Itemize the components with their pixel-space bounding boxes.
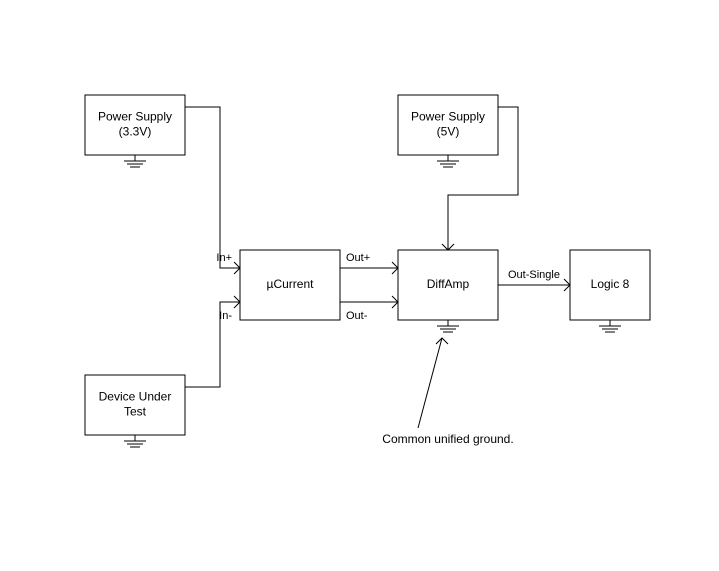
diff-label-line-0: DiffAmp — [427, 277, 470, 291]
label-in-minus: In- — [219, 310, 232, 322]
ps5-label-line-1: (5V) — [437, 125, 460, 139]
dut-label-line-1: Test — [124, 405, 147, 419]
ps33-label-line-0: Power Supply — [98, 110, 172, 124]
dut-label-line-0: Device Under — [99, 390, 172, 404]
logic-label-line-0: Logic 8 — [591, 277, 630, 291]
note-arrow — [418, 338, 442, 428]
ps5-label-line-0: Power Supply — [411, 110, 485, 124]
wire-ps33-to-inplus — [185, 107, 240, 268]
ps33-label-line-1: (3.3V) — [119, 125, 152, 139]
label-out-plus: Out+ — [346, 252, 370, 264]
label-out-minus: Out- — [346, 310, 368, 322]
label-out-single: Out-Single — [508, 269, 560, 281]
label-in-plus: In+ — [216, 252, 232, 264]
note-text: Common unified ground. — [382, 432, 513, 446]
ucur-label-line-0: µCurrent — [267, 277, 315, 291]
